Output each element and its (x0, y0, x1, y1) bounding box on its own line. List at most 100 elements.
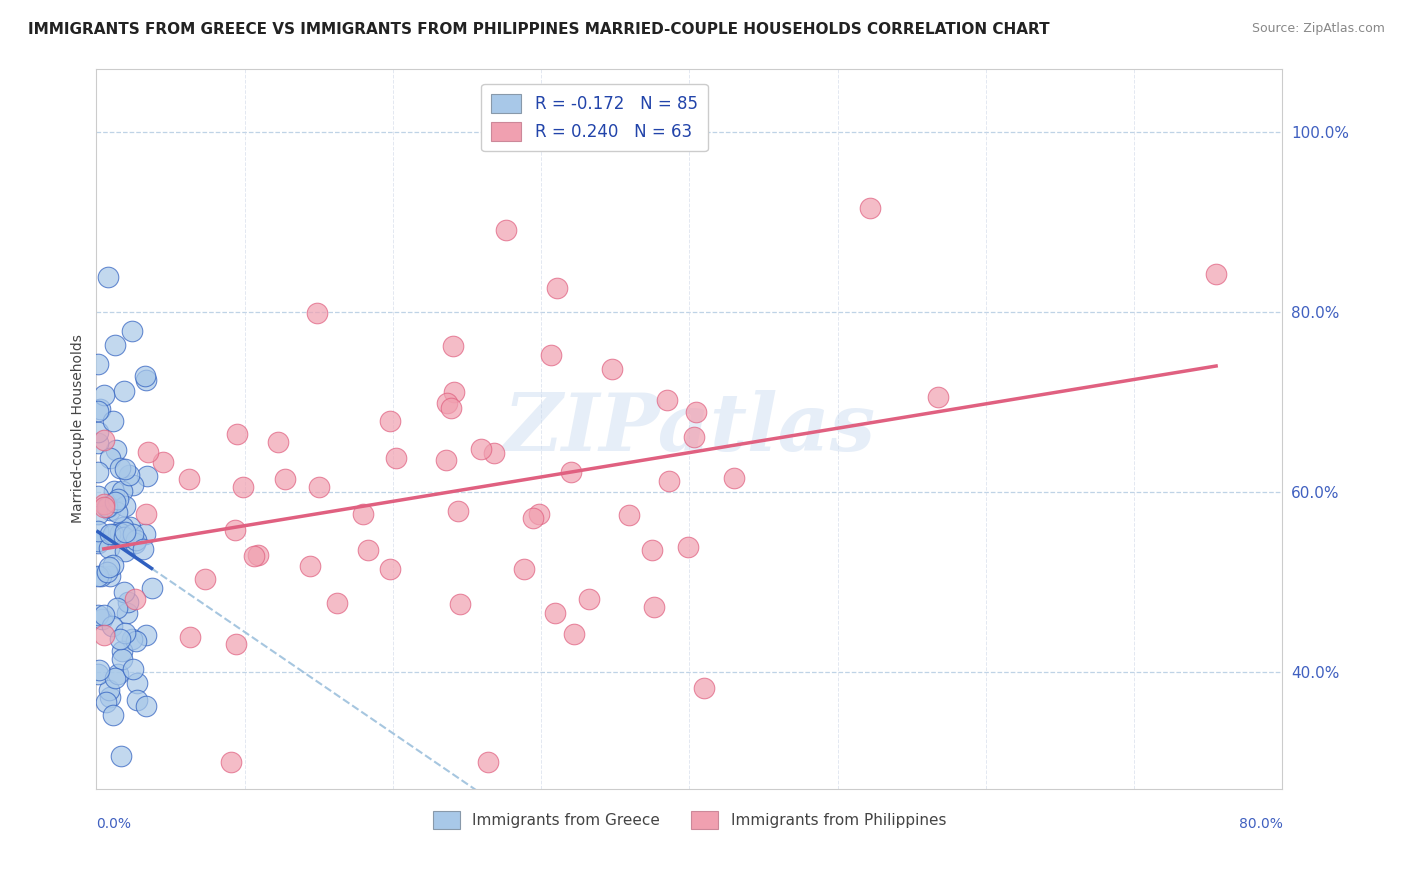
Point (135, 698, 157, 713)
Point (127, 675, 149, 690)
Point (179, 630, 201, 644)
Point (676, 540, 699, 554)
Point (87, 536, 110, 550)
Point (98, 569, 121, 583)
Point (111, 520, 134, 534)
Point (643, 599, 665, 614)
Text: IMMIGRANTS FROM GREECE VS IMMIGRANTS FROM PHILIPPINES MARRIED-COUPLE HOUSEHOLDS : IMMIGRANTS FROM GREECE VS IMMIGRANTS FRO… (28, 22, 1050, 37)
Point (132, 541, 155, 556)
Point (325, 596, 347, 610)
Point (107, 667, 129, 681)
Point (125, 533, 148, 548)
Point (232, 480, 254, 494)
Text: 80.0%: 80.0% (1239, 817, 1282, 831)
Point (546, 280, 568, 294)
Point (87, 608, 110, 623)
Point (544, 606, 567, 620)
Point (495, 223, 517, 237)
Point (103, 558, 125, 572)
Point (560, 465, 582, 479)
Point (114, 499, 136, 513)
Point (89, 401, 111, 416)
Point (441, 339, 464, 353)
Point (87, 663, 110, 677)
Point (477, 755, 499, 769)
Point (658, 475, 681, 489)
Point (179, 472, 201, 486)
Point (299, 559, 322, 574)
Point (105, 505, 128, 519)
Point (522, 510, 544, 524)
Point (97, 683, 120, 698)
Point (93, 608, 115, 623)
Point (112, 384, 135, 399)
Point (122, 526, 145, 541)
Point (104, 671, 127, 685)
Point (107, 491, 129, 506)
Point (98, 450, 121, 465)
Point (443, 385, 465, 400)
Point (683, 429, 706, 443)
Point (118, 467, 141, 482)
Point (97, 269, 120, 284)
Point (114, 529, 136, 543)
Point (93, 500, 115, 514)
Point (562, 627, 585, 641)
Point (482, 446, 505, 460)
Point (135, 507, 157, 521)
Point (135, 469, 157, 483)
Point (87, 436, 110, 450)
Point (114, 543, 136, 558)
Point (105, 443, 128, 458)
Point (98, 690, 121, 705)
Point (93, 497, 115, 511)
Point (434, 453, 457, 467)
Point (124, 536, 146, 550)
Point (378, 414, 401, 428)
Point (224, 523, 246, 537)
Point (87, 489, 110, 503)
Point (103, 528, 125, 542)
Point (357, 542, 380, 557)
Point (96, 565, 118, 579)
Point (141, 581, 163, 595)
Point (103, 414, 125, 428)
Point (513, 562, 536, 576)
Point (87, 403, 110, 417)
Point (97, 500, 120, 514)
Point (121, 324, 143, 338)
Point (859, 201, 882, 215)
Point (90, 569, 112, 583)
Point (125, 693, 148, 707)
Point (97, 541, 120, 555)
Point (385, 450, 408, 465)
Point (122, 478, 145, 492)
Point (103, 338, 125, 352)
Point (641, 543, 664, 558)
Point (243, 549, 266, 563)
Point (540, 348, 562, 362)
Point (87, 667, 110, 681)
Point (114, 625, 136, 640)
Point (135, 628, 157, 642)
Point (110, 632, 132, 646)
Point (308, 480, 330, 494)
Point (93, 388, 115, 402)
Point (94, 695, 117, 709)
Point (226, 427, 249, 442)
Point (101, 708, 124, 723)
Point (600, 361, 623, 376)
Point (87, 425, 110, 439)
Point (125, 634, 148, 648)
Point (436, 396, 458, 410)
Point (135, 373, 157, 387)
Point (134, 368, 156, 383)
Point (470, 442, 492, 456)
Point (305, 305, 328, 319)
Point (114, 524, 136, 539)
Point (246, 548, 269, 562)
Point (110, 749, 132, 764)
Legend: Immigrants from Greece, Immigrants from Philippines: Immigrants from Greece, Immigrants from … (426, 805, 952, 835)
Point (225, 637, 247, 651)
Point (527, 507, 550, 521)
